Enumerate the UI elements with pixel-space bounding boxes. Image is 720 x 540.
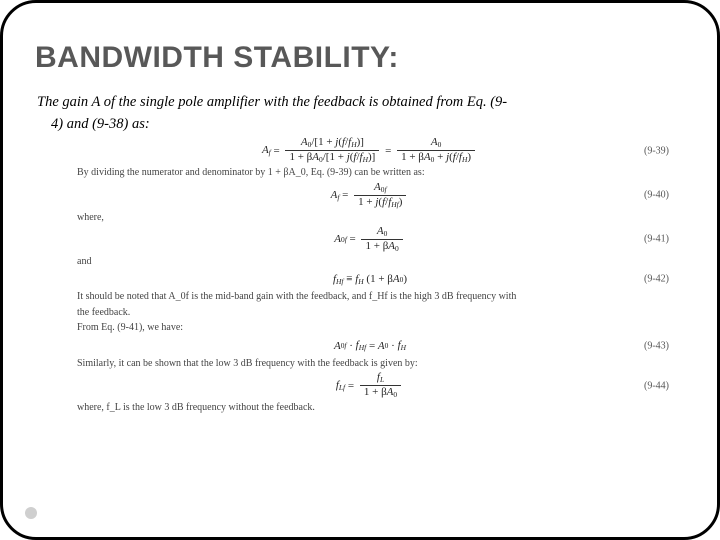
lead-line-2: 4) and (9-38) as: (37, 115, 687, 133)
lead-line-1: The gain A of the single pole amplifier … (37, 93, 687, 111)
txt-divide: By dividing the numerator and denominato… (77, 167, 663, 180)
txt-from41: From Eq. (9-41), we have: (77, 322, 663, 335)
slide-decor-dot (25, 507, 37, 519)
eq-9-40: Af = A0f 1 + j(f/fHf) (9-40) (77, 182, 663, 209)
eq-9-41: A0f = A0 1 + βA0 (9-41) (77, 226, 663, 253)
slide-frame: BANDWIDTH STABILITY: The gain A of the s… (0, 0, 720, 540)
txt-and: and (77, 256, 663, 269)
txt-note-1: It should be noted that A_0f is the mid-… (77, 291, 663, 304)
eq-label-9-40: (9-40) (644, 190, 669, 201)
eq-9-42: fHf ≡ fH (1 + βA0) (9-42) (77, 270, 663, 288)
eq-label-9-43: (9-43) (644, 340, 669, 351)
txt-wherefl: where, f_L is the low 3 dB frequency wit… (77, 402, 663, 415)
eq-label-9-44: (9-44) (644, 380, 669, 391)
txt-where: where, (77, 212, 663, 225)
eq-9-39: Af = A0/[1 + j(f/fH)] 1 + βA0/[1 + j(f/f… (77, 137, 663, 164)
eq-label-9-41: (9-41) (644, 234, 669, 245)
eq-label-9-39: (9-39) (644, 145, 669, 156)
txt-similar: Similarly, it can be shown that the low … (77, 358, 663, 371)
txt-note-2: the feedback. (77, 307, 663, 320)
equation-block: Af = A0/[1 + j(f/fH)] 1 + βA0/[1 + j(f/f… (77, 137, 663, 415)
eq-9-43: A0f · fHf = A0 · fH (9-43) (77, 337, 663, 355)
eq-label-9-42: (9-42) (644, 274, 669, 285)
eq-9-44: fLf = fL 1 + βA0 (9-44) (77, 372, 663, 399)
slide-title: BANDWIDTH STABILITY: (35, 41, 693, 75)
